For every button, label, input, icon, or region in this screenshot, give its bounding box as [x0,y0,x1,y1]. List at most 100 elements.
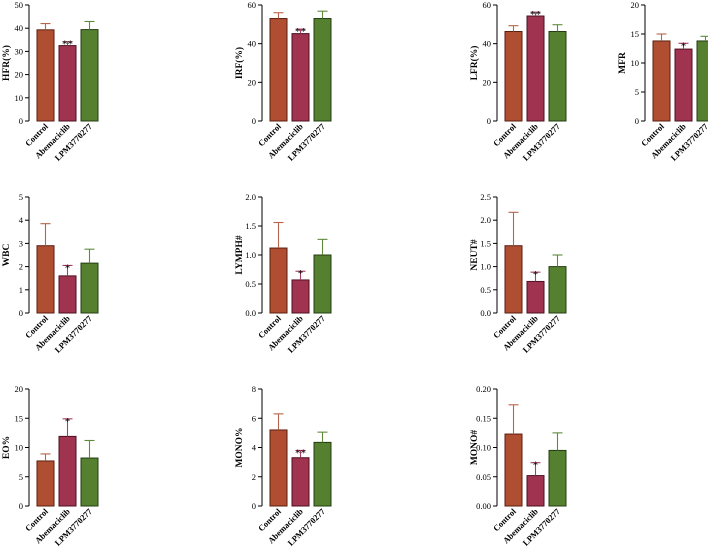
significance-marker: * [65,416,71,428]
bar-control [36,245,55,314]
bar-lpm3770277 [548,30,567,122]
y-tick-label: 2.0 [480,215,491,225]
y-axis-title: LYMPH# [235,235,245,274]
y-tick-label: 30 [15,46,24,56]
y-tick-label: 40 [483,39,492,49]
y-tick-label: 6 [252,413,256,423]
significance-marker: ** [295,447,306,459]
y-tick-label: 1.0 [245,250,256,260]
y-tick-label: 5 [635,87,639,97]
significance-marker: ** [62,39,73,51]
bar-control [269,247,288,314]
y-tick-label: 5 [19,472,23,482]
bar-abemaciclib [674,48,693,122]
bar-abemaciclib [526,475,545,507]
bar-lpm3770277 [313,254,332,314]
bar-abemaciclib [526,280,545,314]
y-tick-label: 4 [252,443,257,453]
y-tick-label: 10 [631,58,640,68]
y-tick-label: 15 [15,413,24,423]
y-tick-label: 0.20 [476,384,491,394]
bar-abemaciclib [291,279,310,314]
y-tick-label: 40 [15,23,24,33]
y-tick-label: 2.0 [245,192,256,202]
bar-abemaciclib [291,457,310,507]
y-axis-title: MONO# [470,430,480,466]
y-tick-label: 60 [248,0,257,10]
bar-control [504,245,523,314]
y-axis-title: MFR [618,52,628,74]
y-tick-label: 0.5 [245,279,256,289]
y-tick-label: 0 [19,116,23,126]
significance-marker: * [533,269,539,281]
bar-control [504,30,523,122]
y-tick-label: 0.0 [480,308,491,318]
significance-marker: ** [295,26,306,38]
y-tick-label: 1.5 [480,238,491,248]
bar-control [36,460,55,507]
y-tick-label: 0 [252,501,256,511]
bar-lpm3770277 [80,29,99,122]
chart-panel-1: 01020304050HFR(%)Control**AbemaciclibLPM… [1,0,99,163]
bar-lpm3770277 [548,266,567,314]
y-tick-label: 0 [487,116,491,126]
bar-abemaciclib [291,33,310,122]
y-tick-label: 1.0 [480,262,491,272]
y-tick-label: 8 [252,384,256,394]
bar-lpm3770277 [696,40,708,122]
y-tick-label: 1.5 [245,221,256,231]
y-tick-label: 0.10 [476,443,491,453]
y-tick-label: 0 [19,308,23,318]
y-tick-label: 60 [483,0,492,10]
bar-abemaciclib [58,435,77,507]
y-tick-label: 50 [15,0,24,10]
y-tick-label: 0.0 [245,308,256,318]
chart-panel-6: 0.00.51.01.52.0LYMPH#Control*Abemaciclib… [235,192,332,355]
bar-lpm3770277 [313,441,332,507]
bar-control [504,433,523,507]
y-axis-title: IRF(%) [234,47,245,79]
bar-control [269,18,288,122]
y-tick-label: 2 [252,472,256,482]
y-tick-label: 10 [15,93,24,103]
y-tick-label: 20 [483,77,492,87]
bar-lpm3770277 [80,262,99,314]
y-tick-label: 0 [19,501,23,511]
bar-control [652,40,671,122]
y-tick-label: 20 [15,384,24,394]
y-tick-label: 15 [631,29,640,39]
chart-panel-7: 0.00.51.01.52.02.5NEUT#Control*Abemacicl… [470,192,567,355]
bar-control [36,29,55,122]
y-tick-label: 20 [15,70,24,80]
bar-lpm3770277 [80,457,99,507]
y-tick-label: 0.5 [480,285,491,295]
y-tick-label: 0.00 [476,501,491,511]
bar-abemaciclib [58,45,77,122]
significance-marker: * [298,268,304,280]
bar-lpm3770277 [313,18,332,122]
bar-abemaciclib [526,15,545,122]
y-tick-label: 4 [19,215,24,225]
bar-control [269,429,288,507]
y-tick-label: 3 [19,238,23,248]
y-axis-title: MONO% [235,427,245,467]
chart-panel-3: 0204060LFR(%)Control**AbemaciclibLPM3770… [469,0,567,163]
chart-panel-2: 0204060IRF(%)Control**AbemaciclibLPM3770… [234,0,332,163]
y-axis-title: NEUT# [470,239,480,270]
y-tick-label: 0 [635,116,639,126]
y-axis-title: EO% [2,436,12,459]
y-axis-title: HFR(%) [1,45,12,81]
significance-marker: * [533,460,539,472]
significance-marker: * [681,40,687,52]
y-tick-label: 2 [19,262,23,272]
y-tick-label: 0.05 [476,472,491,482]
chart-panel-10: 0.000.050.100.150.20MONO#Control*Abemaci… [470,384,567,548]
y-tick-label: 10 [15,443,24,453]
significance-marker: ** [530,9,541,21]
significance-marker: * [65,262,71,274]
